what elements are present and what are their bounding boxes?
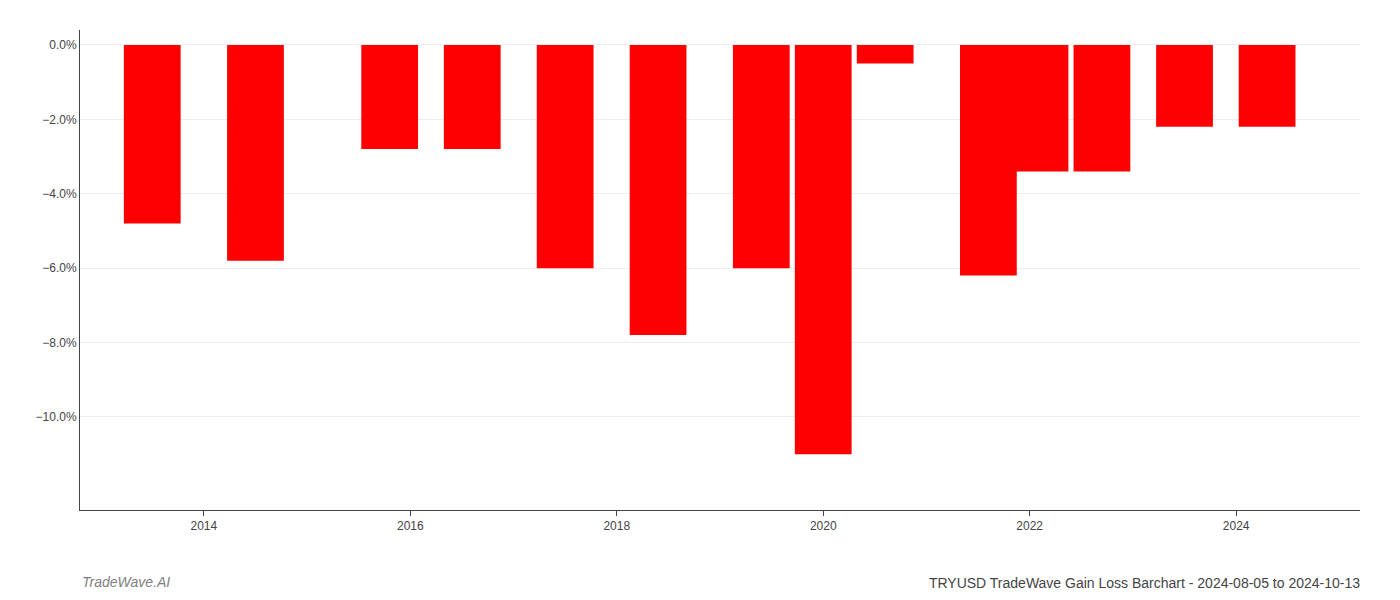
svg-text:−4.0%: −4.0%	[42, 187, 77, 201]
svg-text:2014: 2014	[191, 519, 218, 533]
svg-text:−10.0%: −10.0%	[36, 410, 77, 424]
svg-text:−2.0%: −2.0%	[42, 113, 77, 127]
svg-text:2018: 2018	[603, 519, 630, 533]
svg-text:TRYUSD TradeWave Gain Loss Bar: TRYUSD TradeWave Gain Loss Barchart - 20…	[929, 575, 1360, 591]
svg-text:−6.0%: −6.0%	[42, 261, 77, 275]
svg-text:2022: 2022	[1016, 519, 1043, 533]
svg-text:2020: 2020	[810, 519, 837, 533]
svg-text:TradeWave.AI: TradeWave.AI	[82, 574, 170, 590]
svg-text:2024: 2024	[1223, 519, 1250, 533]
svg-text:2016: 2016	[397, 519, 424, 533]
svg-text:0.0%: 0.0%	[49, 38, 77, 52]
svg-text:−8.0%: −8.0%	[42, 336, 77, 350]
